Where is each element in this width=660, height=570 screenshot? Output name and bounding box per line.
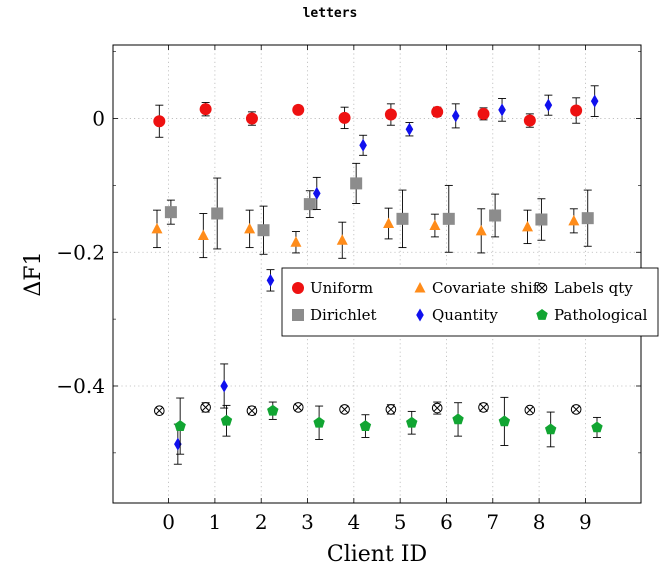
- data-point: [452, 413, 464, 425]
- data-point: [544, 423, 557, 435]
- data-point: [197, 229, 209, 241]
- legend: Uniform Covariate shift Labels qty Dirichle…: [281, 267, 659, 337]
- x-tick-label: 4: [347, 510, 360, 534]
- data-point: [385, 404, 397, 415]
- data-point: [498, 103, 506, 117]
- data-point: [312, 186, 321, 200]
- legend-label-pathological: Pathological: [554, 306, 648, 324]
- ticks: 0 1 2 3 4 5 6 7 8 9 0 −0.2 −0.4: [56, 45, 641, 534]
- data-point: [478, 402, 489, 413]
- data-point: [266, 273, 275, 287]
- x-tick-label: 6: [440, 510, 453, 534]
- legend-label-covariate-shift: Covariate shift: [432, 279, 544, 297]
- data-point: [211, 207, 224, 220]
- data-point: [359, 138, 367, 152]
- data-point: [257, 224, 270, 237]
- data-point: [338, 111, 351, 124]
- x-tick-label: 7: [486, 510, 499, 534]
- data-point: [246, 405, 258, 417]
- data-point: [292, 402, 304, 413]
- data-point: [244, 222, 256, 234]
- x-axis-label: Client ID: [327, 542, 427, 567]
- series-dirichlet: [164, 162, 594, 255]
- data-point: [339, 404, 350, 415]
- legend-label-labels-qty: Labels qty: [554, 279, 633, 297]
- series-quantity: [173, 85, 599, 465]
- x-tick-label: 3: [301, 510, 314, 534]
- data-point: [396, 212, 409, 225]
- legend-marker-labels-qty: [536, 282, 548, 294]
- grid: [113, 45, 641, 503]
- legend-label-quantity: Quantity: [432, 306, 498, 324]
- x-tick-label: 2: [255, 510, 268, 534]
- data-point: [498, 415, 511, 427]
- data-point: [153, 115, 166, 128]
- data-point: [405, 122, 414, 136]
- data-point: [535, 213, 548, 226]
- data-point: [429, 219, 441, 231]
- data-point: [431, 402, 443, 414]
- legend-marker-covariate-shift: [414, 282, 426, 293]
- legend-label-uniform: Uniform: [310, 279, 373, 297]
- data-point: [383, 217, 395, 229]
- data-point: [164, 206, 177, 219]
- data-point: [568, 214, 580, 226]
- data-point: [220, 414, 233, 426]
- data-point: [590, 94, 599, 108]
- series-uniform: [153, 97, 583, 138]
- data-point: [406, 416, 418, 428]
- series-covariate-shift: [151, 207, 580, 259]
- series-pathological: [174, 396, 603, 455]
- data-point: [220, 379, 228, 393]
- data-point: [174, 420, 186, 431]
- x-tick-label: 9: [579, 510, 592, 534]
- data-point: [199, 103, 212, 116]
- data-point: [581, 212, 594, 225]
- series-layer: [151, 85, 603, 465]
- data-point: [591, 421, 603, 433]
- y-tick-label: −0.4: [56, 374, 105, 398]
- data-point: [442, 212, 455, 225]
- y-tick-label: 0: [92, 107, 105, 131]
- legend-marker-pathological: [536, 309, 548, 320]
- y-tick-label: −0.2: [56, 240, 105, 264]
- x-tick-label: 5: [394, 510, 407, 534]
- data-point: [570, 404, 582, 415]
- data-point: [431, 105, 444, 118]
- legend-marker-uniform: [292, 282, 304, 294]
- data-point: [200, 402, 211, 413]
- chart-title: letters: [302, 6, 358, 21]
- data-point: [524, 404, 536, 416]
- data-point: [489, 209, 502, 222]
- data-point: [350, 177, 363, 190]
- data-point: [477, 107, 490, 120]
- data-point: [292, 103, 305, 116]
- data-point: [523, 114, 536, 127]
- data-point: [522, 220, 534, 232]
- data-point: [303, 198, 316, 211]
- x-tick-label: 0: [162, 510, 175, 534]
- data-point: [336, 234, 348, 245]
- data-point: [570, 104, 583, 117]
- x-tick-label: 8: [533, 510, 546, 534]
- data-point: [384, 108, 397, 121]
- y-axis-label: ΔF1: [21, 251, 46, 296]
- data-point: [290, 236, 302, 247]
- legend-marker-dirichlet: [292, 309, 304, 321]
- x-tick-label: 1: [209, 510, 222, 534]
- legend-box: [281, 267, 659, 337]
- data-point: [544, 98, 553, 112]
- series-labels-qty: [154, 401, 582, 417]
- legend-label-dirichlet: Dirichlet: [310, 306, 377, 324]
- data-point: [451, 109, 460, 123]
- data-point: [154, 405, 165, 417]
- data-point: [475, 224, 487, 236]
- data-point: [267, 404, 279, 416]
- data-point: [245, 112, 258, 125]
- legend-marker-quantity: [416, 308, 424, 322]
- data-point: [151, 222, 163, 234]
- data-point: [313, 416, 325, 428]
- data-point: [359, 420, 372, 431]
